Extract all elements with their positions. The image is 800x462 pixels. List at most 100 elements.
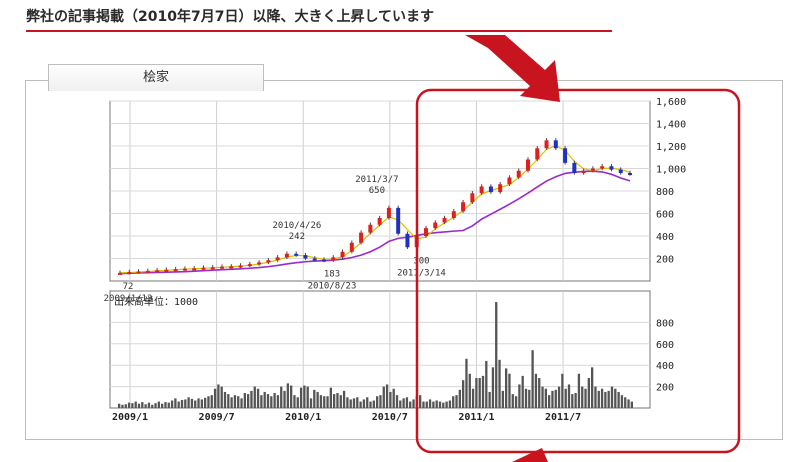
candle-body [526,159,530,171]
volume-bar [491,367,495,408]
volume-bar [630,401,633,408]
volume-bar [263,391,266,408]
volume-bar [468,373,471,408]
candle-body [192,268,197,271]
volume-bar [270,396,273,408]
candle-body [600,166,605,169]
volume-bar [333,394,336,408]
bottom-arrow-tip [512,448,548,462]
volume-bar [243,393,246,408]
volume-bar [346,397,349,408]
volume-bar [247,394,250,408]
volume-bar [161,403,164,408]
candle-body [535,148,540,160]
gridlines [110,100,650,408]
volume-bar [600,388,604,408]
candle-body [136,271,141,274]
candle-body [238,265,243,268]
volume-bar [409,401,412,408]
volume-bar [382,386,385,408]
volume-bar [574,393,577,408]
date-tick-label: 2009/7 [199,412,235,423]
volume-bar [597,390,600,408]
volume-bar [455,395,458,408]
candle-body [164,269,169,272]
candle-body [386,207,391,218]
candle-body [331,257,336,261]
volume-bar [309,398,313,408]
company-tab[interactable]: 桧家 [48,64,264,91]
candle-body [553,140,558,149]
candle-body [377,218,382,225]
volume-bar [452,396,455,408]
candle-body [544,140,549,149]
volume-bar [485,360,488,408]
candle-body [322,259,326,262]
volume-bar [326,396,329,408]
volume-bar [276,395,280,408]
volume-bar [213,388,217,408]
price-tick-label: 1,400 [656,120,686,131]
volume-bar [329,387,332,408]
candle-body [303,255,308,259]
volume-bar [442,402,445,408]
volume-bar [624,397,627,408]
candle-body [247,264,252,267]
volume-bar [538,378,541,408]
volume-bar [627,399,630,408]
volume-bar [524,388,528,408]
volume-bar [157,401,160,408]
annotation-date: 2011/3/7 [355,175,398,185]
volume-bar [290,385,293,408]
volume-bar [405,397,409,408]
volume-bar [151,404,154,408]
date-tick-label: 2010/7 [372,412,408,423]
price-tick-label: 600 [656,210,674,221]
volume-bar [266,394,270,408]
volume-bar [144,404,147,408]
candle-body [145,270,150,273]
annotation-value: 2011/3/14 [397,268,446,278]
volume-bar [177,401,180,408]
price-tick-label: 1,200 [656,142,686,153]
volume-bar [395,395,399,408]
volume-bars [118,302,633,408]
volume-bar [303,385,306,408]
volume-bar [422,401,425,408]
volume-bar [200,399,203,408]
volume-bar [435,400,438,408]
volume-bar [190,398,194,408]
candle-body [229,266,234,269]
candle-body [572,162,577,173]
volume-bar [210,395,213,408]
candle-body [470,193,475,203]
volume-bar [617,391,620,408]
candle-body [498,184,503,193]
candle-body [396,207,401,234]
volume-tick-label: 200 [656,383,674,394]
volume-bar [154,403,157,408]
candle-body [618,169,623,173]
volume-unit-label: 出来高単位：1000 [114,295,198,308]
volume-bar [336,393,339,408]
volume-bar [551,390,554,408]
volume-bar [164,402,167,408]
annotation-date: 183 [324,269,340,279]
volume-bar [475,378,478,408]
volume-bar [458,389,461,408]
volume-bar [505,368,508,408]
date-tick-label: 2009/1 [112,412,148,423]
volume-bar [127,402,131,408]
headline: 弊社の記事掲載（2010年7月7日）以降、大きく上昇しています [26,9,435,25]
price-tick-label: 800 [656,187,674,198]
volume-bar [392,388,395,408]
volume-bar [488,391,491,408]
volume-bar [167,402,170,408]
volume-bar [296,397,299,408]
volume-bar [342,390,346,408]
volume-axis-labels: 800 600 400 200 [656,318,674,393]
candle-body [433,222,438,229]
volume-bar [369,401,372,408]
volume-bar [481,375,485,408]
